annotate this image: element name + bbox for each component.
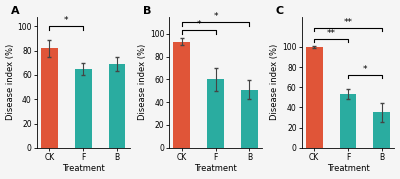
Bar (207, 79, 224, 148)
Bar (108, 64, 126, 148)
Y-axis label: Disease index (%): Disease index (%) (270, 44, 279, 120)
Y-axis label: Disease index (%): Disease index (%) (138, 44, 147, 120)
Text: *: * (64, 16, 68, 25)
Text: C: C (276, 6, 284, 16)
X-axis label: Treatment: Treatment (327, 165, 369, 173)
Text: B: B (143, 6, 152, 16)
Bar (41, 48, 58, 148)
X-axis label: Treatment: Treatment (194, 165, 237, 173)
Text: *: * (363, 65, 367, 74)
Text: *: * (213, 12, 218, 21)
Bar (373, 112, 390, 148)
Y-axis label: Disease index (%): Disease index (%) (6, 44, 14, 120)
Text: *: * (196, 20, 201, 29)
Text: **: ** (326, 29, 336, 38)
X-axis label: Treatment: Treatment (62, 165, 104, 173)
Bar (340, 94, 356, 148)
Text: A: A (11, 6, 19, 16)
Bar (306, 47, 323, 148)
Bar (241, 90, 258, 148)
Text: **: ** (344, 18, 352, 27)
Bar (173, 42, 190, 148)
Bar (75, 69, 92, 148)
